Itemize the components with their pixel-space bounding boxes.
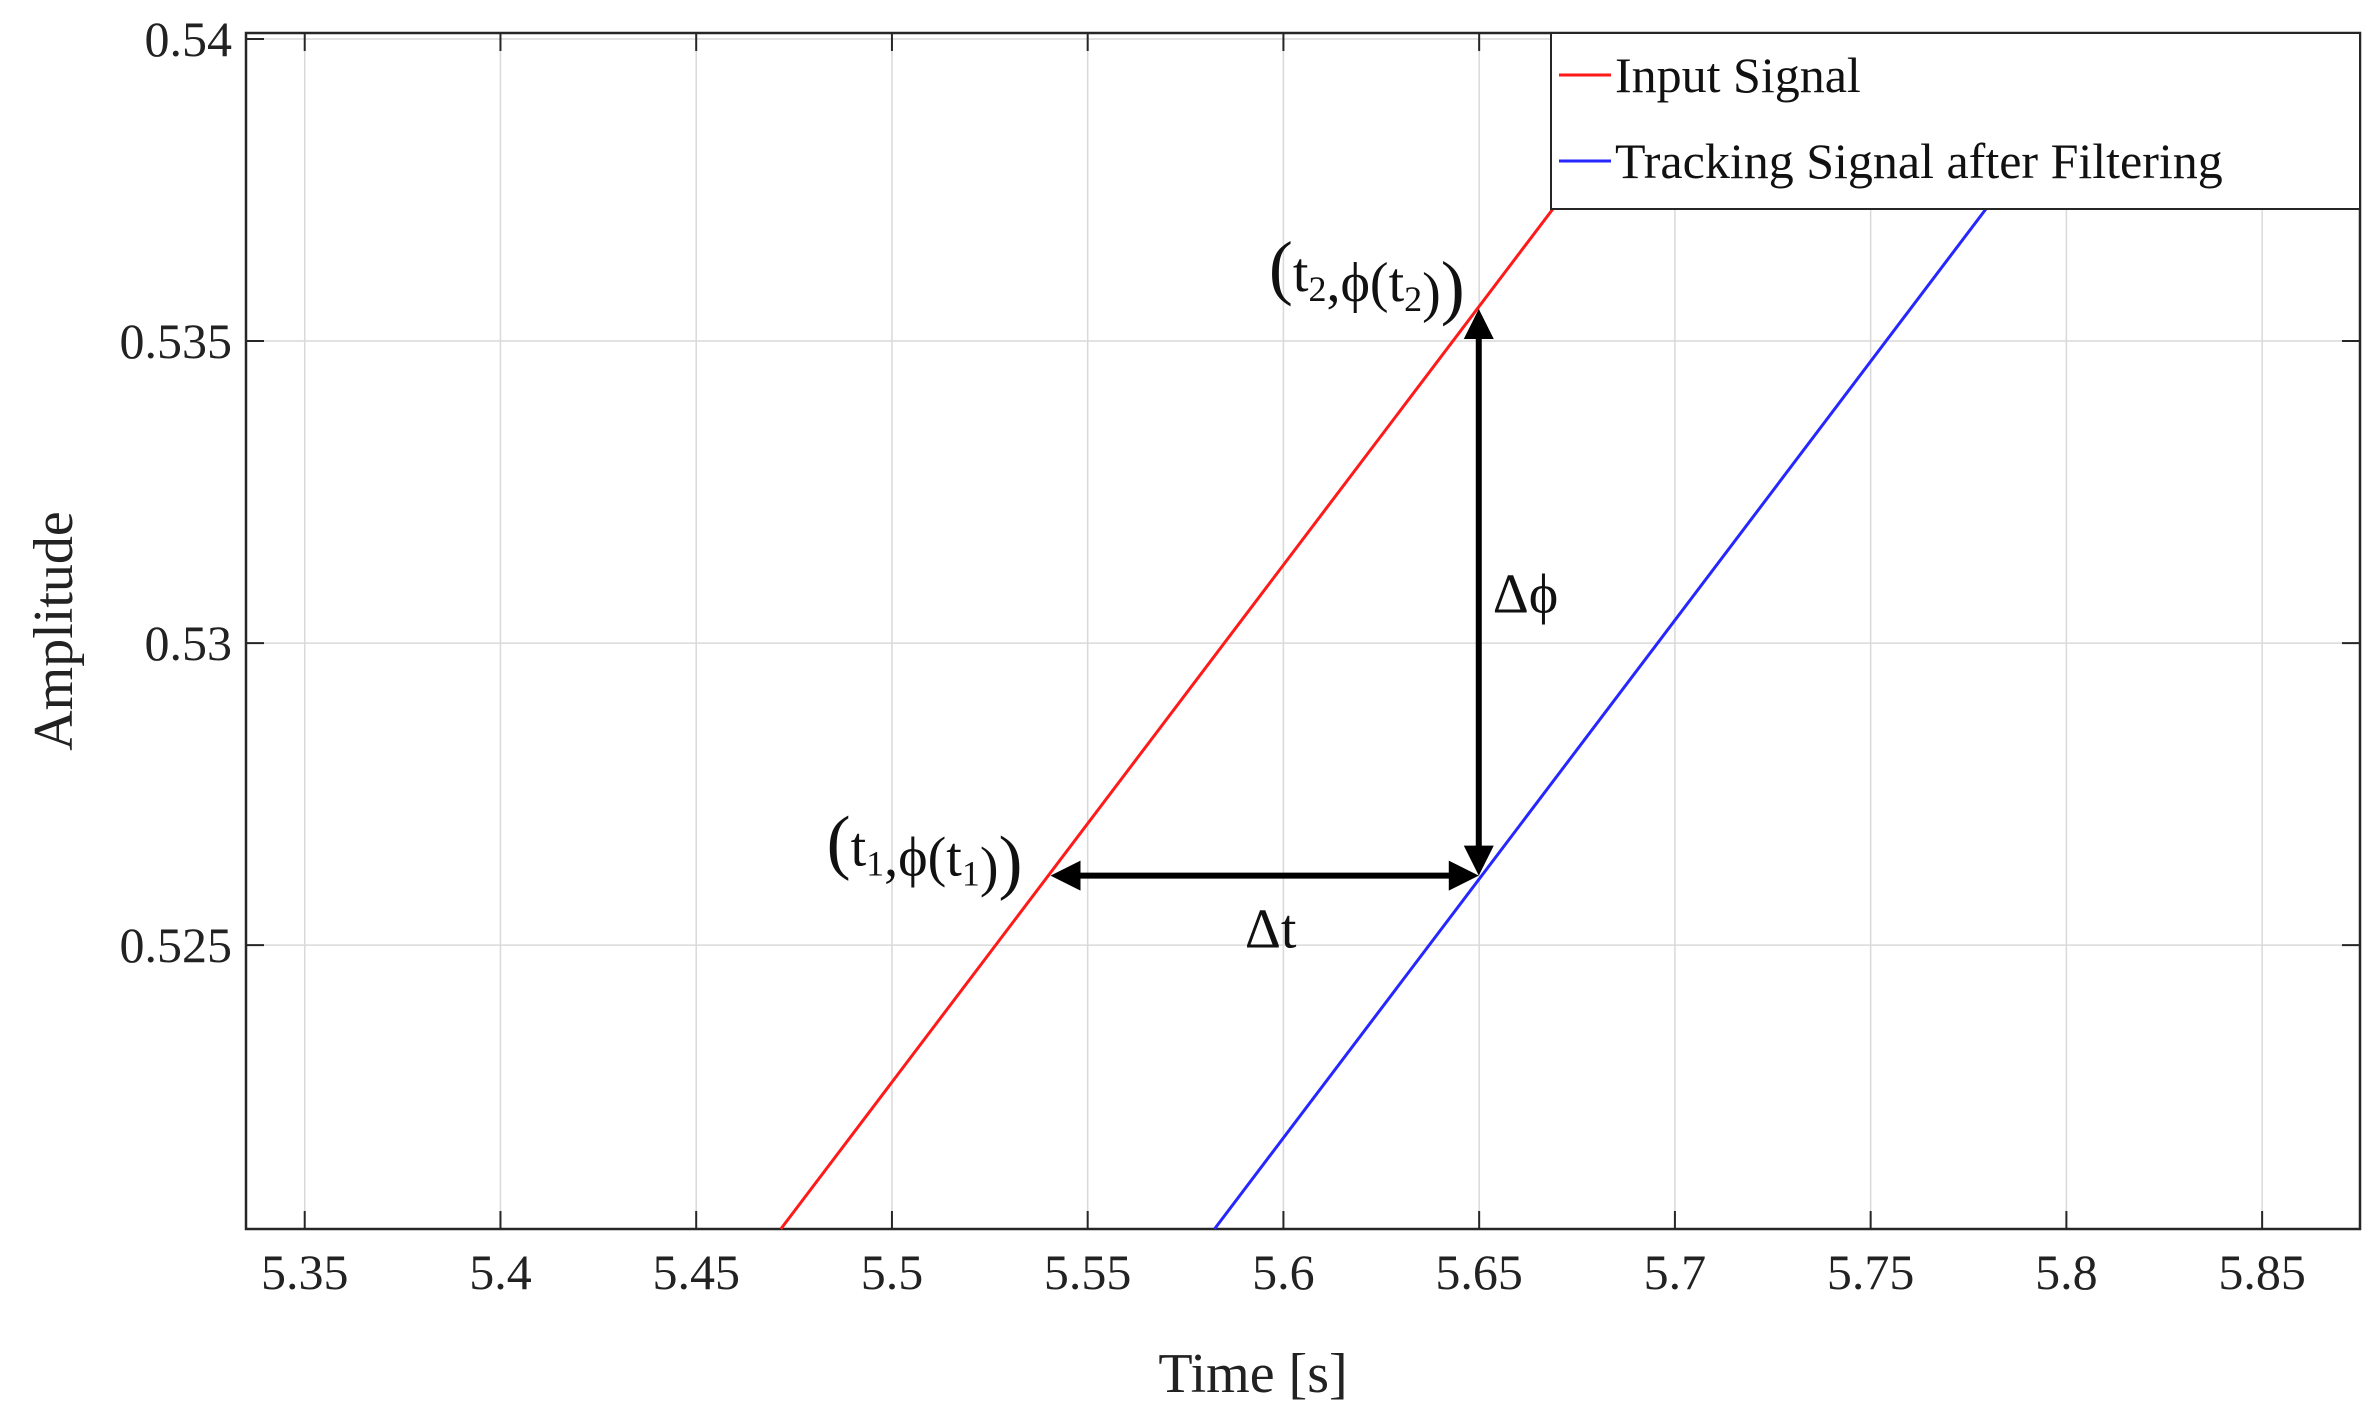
x-tick-label: 5.45 (652, 1244, 740, 1300)
x-tick-label: 5.65 (1435, 1244, 1523, 1300)
x-tick-label: 5.5 (861, 1244, 924, 1300)
plot-area (246, 33, 2360, 1229)
y-tick-label: 0.54 (145, 11, 233, 67)
x-tick-label: 5.7 (1644, 1244, 1707, 1300)
axes: 5.35 5.4 5.45 5.5 5.55 5.6 5.65 5.7 5.75 5.8 5.85 0… (120, 11, 2362, 1300)
x-tick-label: 5.75 (1827, 1244, 1915, 1300)
delta-phi-arrowhead-top (1463, 309, 1494, 340)
x-tick-label: 5.55 (1044, 1244, 1132, 1300)
legend-label-input: Input Signal (1615, 47, 1861, 103)
grid (246, 33, 2360, 1229)
x-tick-label: 5.6 (1252, 1244, 1315, 1300)
x-tick-label: 5.4 (469, 1244, 532, 1300)
point1-label: (t1,ϕ(t1)) (827, 802, 1023, 902)
input-signal-line (779, 195, 1564, 1230)
x-tick-label: 5.85 (2218, 1244, 2306, 1300)
delta-phi-arrowhead-bottom (1463, 845, 1494, 876)
x-axis-title: Time [s] (1158, 1343, 1347, 1405)
series (779, 189, 2002, 1230)
y-tick-label: 0.525 (120, 917, 233, 973)
legend: Input Signal Tracking Signal after Filter… (1550, 32, 2361, 210)
delta-t-label: Δt (1245, 899, 1297, 961)
x-tick-label: 5.8 (2035, 1244, 2098, 1300)
x-tick-label: 5.35 (261, 1244, 349, 1300)
y-tick-label: 0.53 (145, 615, 233, 671)
y-tick-label: 0.535 (120, 313, 233, 369)
delta-phi-label: Δϕ (1493, 563, 1559, 625)
point2-label: (t2,ϕ(t2)) (1269, 227, 1465, 327)
delta-t-arrowhead-left (1050, 860, 1081, 891)
y-axis-title: Amplitude (23, 511, 85, 751)
legend-box (1550, 32, 2361, 210)
legend-label-tracking: Tracking Signal after Filtering (1615, 133, 2223, 189)
tracking-signal-line (1213, 189, 2002, 1230)
delta-t-arrowhead-right (1448, 860, 1479, 891)
annotations: Δt Δϕ (t1,ϕ(t1)) (t2,ϕ(t2)) (827, 227, 1559, 961)
axes-frame (244, 31, 2362, 1231)
